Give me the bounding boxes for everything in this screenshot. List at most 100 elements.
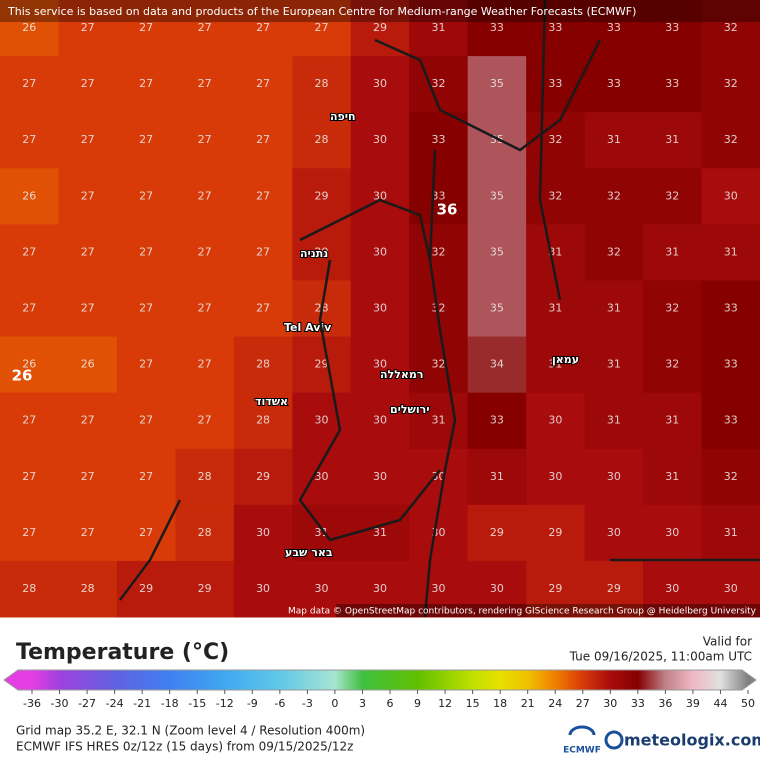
temp-cell bbox=[0, 448, 59, 506]
temp-cell bbox=[526, 336, 586, 394]
temp-cell bbox=[116, 504, 176, 562]
temp-cell bbox=[292, 56, 352, 113]
brand-icon bbox=[604, 730, 624, 750]
colorbar-ticks: -36 -30 -27 -24 -21 -18 -15 -12 -9 -6 -3 0 3 6 9 12 15 18… bbox=[23, 690, 755, 710]
map-credit: Map data © OpenStreetMap contributors, r… bbox=[288, 607, 757, 617]
temp-label: 28 bbox=[315, 77, 329, 90]
temp-label: 27 bbox=[139, 77, 153, 90]
temp-cell bbox=[116, 336, 176, 394]
temp-cell bbox=[116, 168, 176, 225]
colorbar-tick-label: -27 bbox=[78, 697, 96, 710]
temp-label: 31 bbox=[607, 133, 621, 146]
temp-label: 27 bbox=[22, 302, 36, 315]
temp-label: 32 bbox=[724, 77, 738, 90]
temp-cell bbox=[467, 112, 527, 169]
temp-cell bbox=[409, 392, 469, 450]
temp-label: 28 bbox=[198, 470, 212, 483]
temp-label: 33 bbox=[665, 21, 679, 34]
temp-cell bbox=[643, 168, 703, 225]
colorbar-tick-label: 18 bbox=[493, 697, 507, 710]
colorbar-tick-label: -15 bbox=[188, 697, 206, 710]
temp-label: 30 bbox=[431, 470, 445, 483]
temp-label: 27 bbox=[22, 526, 36, 539]
temp-cell bbox=[175, 560, 235, 618]
colorbar-tick-label: -18 bbox=[161, 697, 179, 710]
temp-label: 30 bbox=[490, 582, 504, 595]
colorbar-tick-label: 6 bbox=[387, 697, 394, 710]
temp-cell bbox=[175, 448, 235, 506]
temp-cell bbox=[584, 280, 644, 338]
temp-cell bbox=[350, 224, 410, 281]
temp-cell bbox=[116, 0, 176, 57]
colorbar-tick-label: -9 bbox=[247, 697, 258, 710]
temp-label: 33 bbox=[607, 21, 621, 34]
temp-label: 30 bbox=[373, 582, 387, 595]
temp-cell bbox=[292, 0, 352, 57]
temp-label: 30 bbox=[373, 189, 387, 202]
temp-cell bbox=[584, 448, 644, 506]
colorbar-tick-label: -12 bbox=[216, 697, 234, 710]
temp-label: 35 bbox=[490, 189, 504, 202]
temp-cell bbox=[584, 336, 644, 394]
temp-cell bbox=[643, 56, 703, 113]
temp-cell bbox=[58, 56, 118, 113]
attribution: This service is based on data and produc… bbox=[7, 5, 636, 18]
temp-cell bbox=[643, 224, 703, 281]
temp-cell bbox=[233, 504, 293, 562]
temp-cell bbox=[701, 56, 760, 113]
temp-cell bbox=[116, 280, 176, 338]
colorbar-tick-label: 0 bbox=[331, 697, 338, 710]
temp-label: 27 bbox=[139, 245, 153, 258]
colorbar-tick-label: -21 bbox=[133, 697, 151, 710]
temp-label: 27 bbox=[81, 245, 95, 258]
temp-cell bbox=[175, 280, 235, 338]
header-band bbox=[0, 0, 760, 22]
temp-cell bbox=[175, 392, 235, 450]
temp-cell bbox=[526, 112, 586, 169]
temp-cell bbox=[0, 224, 59, 281]
place-label: באר שבע bbox=[285, 546, 333, 559]
temp-cell bbox=[292, 224, 352, 281]
temp-label: 27 bbox=[22, 77, 36, 90]
temp-label: 26 bbox=[22, 189, 36, 202]
temp-label: 30 bbox=[724, 189, 738, 202]
temp-cell bbox=[233, 280, 293, 338]
temp-cell bbox=[467, 224, 527, 281]
temp-cell bbox=[292, 336, 352, 394]
temp-label: 27 bbox=[256, 133, 270, 146]
temp-cell bbox=[467, 280, 527, 338]
place-label: Tel Aviv bbox=[284, 321, 332, 334]
temp-cell bbox=[58, 392, 118, 450]
temp-label: 27 bbox=[139, 414, 153, 427]
place-label: חיפה bbox=[330, 110, 356, 123]
temp-cell bbox=[350, 504, 410, 562]
temp-label: 30 bbox=[373, 245, 387, 258]
temp-cell bbox=[0, 560, 59, 618]
temp-label: 27 bbox=[198, 414, 212, 427]
colorbar-tick-label: 21 bbox=[521, 697, 535, 710]
temp-label: 35 bbox=[490, 245, 504, 258]
temp-label: 30 bbox=[431, 582, 445, 595]
temp-cell bbox=[58, 0, 118, 57]
temp-cell bbox=[409, 56, 469, 113]
temp-cell bbox=[350, 560, 410, 618]
temp-cell bbox=[175, 56, 235, 113]
temp-cell bbox=[350, 448, 410, 506]
place-label: רמאללה bbox=[380, 368, 423, 381]
temp-cell bbox=[584, 0, 644, 57]
colorbar-tick-label: 24 bbox=[548, 697, 562, 710]
colorbar-tick-label: -24 bbox=[106, 697, 124, 710]
temp-cell bbox=[58, 168, 118, 225]
temp-cell bbox=[526, 560, 586, 618]
temp-cell bbox=[116, 224, 176, 281]
temp-label: 27 bbox=[315, 21, 329, 34]
colorbar-tick-label: -6 bbox=[274, 697, 285, 710]
temp-cell bbox=[409, 112, 469, 169]
temp-cell bbox=[526, 392, 586, 450]
temp-cell bbox=[526, 168, 586, 225]
colorbar-tick-label: 36 bbox=[658, 697, 672, 710]
temp-label: 27 bbox=[256, 189, 270, 202]
temp-label: 30 bbox=[315, 414, 329, 427]
temp-cell bbox=[526, 280, 586, 338]
